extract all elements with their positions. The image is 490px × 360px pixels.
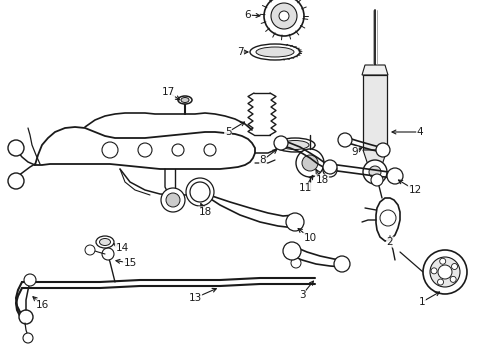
Circle shape [102, 142, 118, 158]
Polygon shape [35, 127, 255, 169]
Text: 13: 13 [188, 293, 201, 303]
Text: 7: 7 [237, 47, 244, 57]
Circle shape [451, 264, 458, 270]
Circle shape [172, 144, 184, 156]
Circle shape [274, 136, 288, 150]
Ellipse shape [99, 238, 111, 246]
Circle shape [186, 178, 214, 206]
Text: 3: 3 [299, 290, 305, 300]
Ellipse shape [256, 47, 294, 57]
Circle shape [19, 310, 33, 324]
Circle shape [296, 149, 324, 177]
Circle shape [380, 210, 396, 226]
Circle shape [369, 166, 381, 178]
Circle shape [204, 144, 216, 156]
Circle shape [450, 276, 456, 282]
Circle shape [334, 256, 350, 272]
Text: 15: 15 [123, 258, 137, 268]
Ellipse shape [178, 96, 192, 104]
Circle shape [363, 160, 387, 184]
Text: 2: 2 [387, 237, 393, 247]
Circle shape [430, 257, 460, 287]
Polygon shape [363, 150, 387, 165]
Text: 14: 14 [115, 243, 129, 253]
Ellipse shape [96, 236, 114, 248]
Text: 16: 16 [35, 300, 49, 310]
Circle shape [102, 248, 114, 260]
Circle shape [190, 182, 210, 202]
Ellipse shape [281, 140, 309, 149]
Polygon shape [362, 65, 388, 75]
Circle shape [23, 333, 33, 343]
Circle shape [271, 3, 297, 29]
Circle shape [338, 133, 352, 147]
Circle shape [8, 173, 24, 189]
Text: 9: 9 [352, 147, 358, 157]
Text: 11: 11 [298, 183, 312, 193]
Circle shape [387, 168, 403, 184]
Circle shape [279, 11, 289, 21]
Text: 18: 18 [316, 175, 329, 185]
Circle shape [161, 188, 185, 212]
Text: 12: 12 [408, 185, 421, 195]
Circle shape [8, 140, 24, 156]
Circle shape [302, 155, 318, 171]
Circle shape [323, 160, 337, 174]
Polygon shape [376, 198, 400, 241]
Circle shape [24, 274, 36, 286]
Ellipse shape [181, 98, 189, 103]
Circle shape [431, 268, 437, 274]
Circle shape [323, 163, 337, 177]
Text: 4: 4 [416, 127, 423, 137]
Text: 10: 10 [303, 233, 317, 243]
Bar [363, 75, 387, 150]
Text: 8: 8 [260, 155, 266, 165]
Circle shape [283, 242, 301, 260]
Circle shape [440, 258, 446, 264]
Text: 5: 5 [225, 127, 231, 137]
Ellipse shape [275, 138, 315, 152]
Circle shape [371, 174, 383, 186]
Text: 6: 6 [245, 10, 251, 20]
Text: 18: 18 [198, 207, 212, 217]
Circle shape [138, 143, 152, 157]
Circle shape [376, 143, 390, 157]
Text: 1: 1 [418, 297, 425, 307]
Ellipse shape [250, 44, 300, 60]
Circle shape [192, 184, 208, 200]
Circle shape [423, 250, 467, 294]
Text: 17: 17 [161, 87, 174, 97]
Circle shape [286, 213, 304, 231]
Circle shape [166, 193, 180, 207]
Circle shape [438, 279, 443, 285]
Circle shape [291, 258, 301, 268]
Circle shape [85, 245, 95, 255]
Circle shape [264, 0, 304, 36]
Circle shape [438, 265, 452, 279]
